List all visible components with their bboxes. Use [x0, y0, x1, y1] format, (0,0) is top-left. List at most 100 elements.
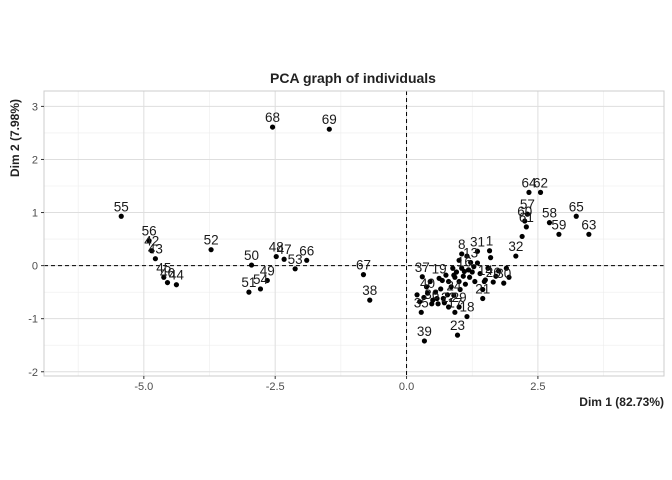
- x-tick-label: -2.5: [266, 381, 285, 393]
- data-point-40: [424, 290, 431, 296]
- data-point-64: [526, 189, 532, 195]
- point-label-58: 58: [542, 206, 557, 221]
- plot-background: [44, 91, 664, 376]
- data-point: [471, 264, 477, 270]
- point-label-54: 54: [253, 272, 269, 287]
- data-point: [488, 255, 494, 261]
- data-point: [414, 292, 420, 298]
- data-point: [474, 260, 481, 266]
- data-point-60: [522, 218, 528, 224]
- data-points: [118, 124, 592, 344]
- x-axis-ticks: -5.0 -2.5 0.0 2.5: [134, 376, 546, 393]
- data-point-45: [161, 274, 167, 280]
- data-point: [485, 265, 491, 271]
- data-point: [448, 284, 454, 290]
- data-point-1: [486, 248, 493, 254]
- data-point-42: [149, 248, 155, 254]
- point-label-30: 30: [496, 266, 511, 281]
- data-point-35: [418, 309, 424, 315]
- data-point-21: [480, 295, 486, 302]
- data-point: [427, 278, 433, 285]
- point-label-31: 31: [470, 234, 485, 249]
- data-point-44: [173, 282, 180, 288]
- point-label-62: 62: [533, 175, 548, 190]
- data-point: [441, 300, 447, 306]
- point-label-66: 66: [299, 243, 314, 258]
- data-point-65: [573, 213, 579, 219]
- data-point-31: [474, 248, 481, 254]
- point-label-52: 52: [204, 233, 219, 248]
- data-point: [444, 292, 451, 298]
- data-point-55: [118, 213, 124, 219]
- data-point: [423, 284, 430, 290]
- data-point-23: [454, 332, 461, 338]
- data-point: [519, 233, 525, 240]
- data-point-48: [273, 253, 279, 260]
- data-point-36: [429, 301, 435, 307]
- data-point-66: [304, 257, 310, 263]
- point-label-44: 44: [169, 268, 185, 283]
- data-point-62: [537, 189, 544, 195]
- data-point-59: [556, 231, 562, 237]
- data-point: [443, 272, 449, 278]
- point-label-36: 36: [424, 287, 439, 302]
- point-label-68: 68: [265, 110, 280, 125]
- point-label-13: 13: [463, 245, 478, 260]
- data-point-50: [248, 262, 255, 268]
- data-point-54: [257, 286, 264, 292]
- point-label-42: 42: [144, 234, 159, 249]
- data-point: [462, 281, 468, 287]
- data-point-26: [490, 279, 496, 285]
- y-tick-label: 3: [32, 101, 38, 113]
- point-label-60: 60: [517, 204, 532, 219]
- data-point-43: [152, 256, 158, 262]
- data-point: [456, 257, 462, 263]
- data-point: [421, 294, 427, 301]
- point-label-56: 56: [142, 224, 157, 239]
- point-label-67: 67: [356, 258, 371, 273]
- data-point-46: [164, 279, 171, 286]
- point-label-64: 64: [521, 175, 537, 190]
- x-axis-title: Dim 1 (82.73%): [579, 395, 664, 409]
- data-point-37: [419, 274, 425, 280]
- y-tick-label: -1: [28, 314, 38, 326]
- point-label-14: 14: [478, 263, 494, 278]
- point-label-37: 37: [415, 260, 430, 275]
- point-label-19: 19: [432, 261, 447, 276]
- point-label-16: 16: [457, 254, 472, 269]
- point-label-45: 45: [156, 260, 171, 275]
- data-point: [450, 265, 456, 271]
- point-label-39: 39: [417, 324, 432, 339]
- x-tick-label: 0.0: [399, 381, 414, 393]
- point-label-65: 65: [569, 199, 584, 214]
- point-label-22: 22: [441, 290, 456, 305]
- data-point: [417, 299, 423, 305]
- data-point-67: [360, 272, 367, 278]
- data-point-19: [436, 275, 442, 281]
- data-point-39: [421, 338, 428, 344]
- y-axis-ticks: -2 -1 0 1 2 3: [28, 101, 44, 379]
- point-label-50: 50: [244, 248, 259, 263]
- data-point: [438, 286, 444, 292]
- data-point: [506, 274, 512, 280]
- point-label-43: 43: [148, 242, 163, 257]
- y-tick-label: 0: [32, 261, 38, 273]
- x-tick-label: 2.5: [530, 381, 545, 393]
- data-point: [503, 265, 509, 271]
- point-label-48: 48: [269, 240, 284, 255]
- point-label-29: 29: [452, 290, 467, 305]
- data-point-58: [546, 220, 553, 226]
- data-point: [460, 273, 466, 279]
- point-label-1: 1: [486, 234, 494, 249]
- data-point: [480, 286, 486, 293]
- data-point-14: [482, 277, 488, 283]
- data-point-61: [523, 224, 529, 230]
- point-label-53: 53: [288, 252, 303, 267]
- data-point-69: [326, 126, 332, 132]
- data-point-38: [367, 297, 373, 303]
- point-label-46: 46: [160, 266, 175, 281]
- data-point: [466, 274, 473, 280]
- data-point-17: [452, 309, 458, 315]
- y-axis-title: Dim 2 (7.98%): [8, 99, 22, 177]
